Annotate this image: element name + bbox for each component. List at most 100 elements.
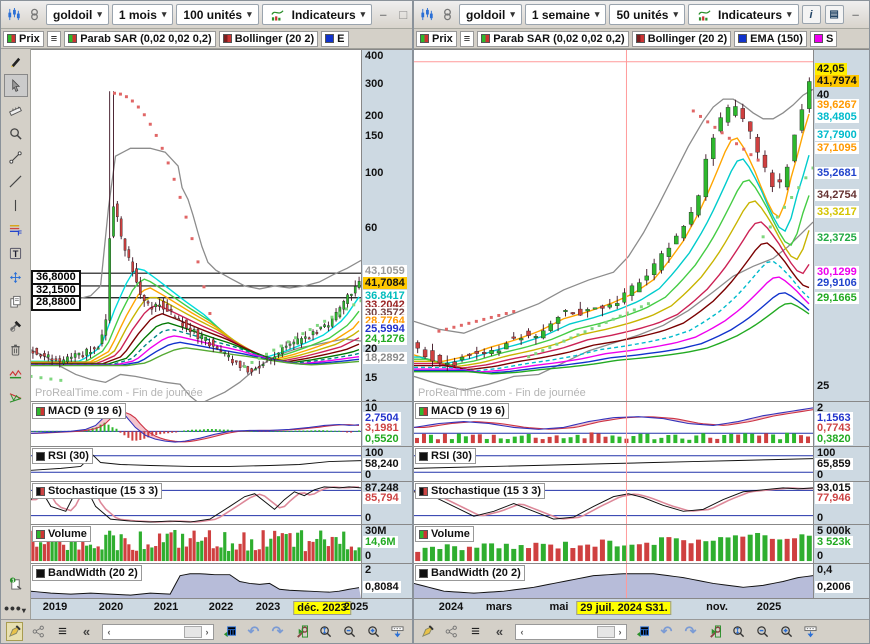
undo-button[interactable]: ↶ [247, 623, 260, 639]
macd-panel[interactable]: MACD (9 19 6) [31, 401, 361, 446]
share-button[interactable] [443, 622, 460, 641]
rsi-legend[interactable]: RSI (30) [415, 448, 476, 464]
export-button[interactable] [802, 622, 819, 641]
bw-panel[interactable]: BandWidth (20 2) [414, 563, 813, 598]
rsi-legend[interactable]: RSI (30) [32, 448, 93, 464]
cursor-icon[interactable] [3, 74, 28, 97]
legend-item-ema-150-[interactable]: EMA (150) [734, 30, 807, 47]
copy-icon[interactable] [4, 290, 28, 313]
collapse-button[interactable]: « [495, 624, 504, 639]
indicators-dropdown[interactable]: Indicateurs ▾ [688, 4, 799, 25]
legend-menu-icon[interactable]: ≡ [46, 30, 62, 47]
zoom-out-button[interactable] [341, 622, 358, 641]
detail-button[interactable]: ▤ [824, 5, 844, 24]
redo-button[interactable]: ↷ [271, 623, 284, 639]
triangle-pattern-icon[interactable] [4, 386, 28, 409]
collapse-button[interactable]: « [82, 624, 91, 639]
legend-item-bollinger-20-2-[interactable]: Bollinger (20 2) [218, 30, 319, 47]
zoom-in-button[interactable] [778, 622, 795, 641]
timeframe-dropdown[interactable]: 1 mois ▾ [111, 4, 174, 25]
volume-panel[interactable]: Volume [414, 524, 813, 563]
macd-legend[interactable]: MACD (9 19 6) [32, 403, 126, 419]
zoom-fit-button[interactable] [317, 622, 334, 641]
import-settings-button[interactable] [706, 622, 723, 641]
candlestick-icon[interactable] [417, 6, 435, 24]
fibonacci-icon[interactable]: F [4, 218, 28, 241]
zoom-fit-button[interactable] [730, 622, 747, 641]
analysis-doc-icon[interactable]: 1 [4, 572, 28, 595]
rsi-panel[interactable]: RSI (30) [31, 446, 361, 481]
units-dropdown[interactable]: 100 unités ▾ [176, 4, 259, 25]
volume-panel[interactable]: Volume [31, 524, 361, 563]
more-options-icon[interactable]: •••▾ [4, 599, 27, 616]
legend-item-s[interactable]: S [809, 30, 838, 47]
magnifier-icon[interactable] [4, 122, 28, 145]
legend-item-parab-sar-0-02-0-02-0-2-[interactable]: Parab SAR (0,02 0,02 0,2) [64, 30, 216, 47]
go-to-date-button[interactable] [634, 622, 651, 641]
move-icon[interactable] [4, 266, 28, 289]
zoom-in-button[interactable] [365, 622, 382, 641]
link-icon[interactable] [25, 6, 43, 24]
price-axis[interactable]: 42,05 41,7974 40 39,6267 38,4805 37,7900 37,10… [813, 49, 869, 401]
scroll-left-arrow[interactable]: ‹ [107, 626, 111, 637]
units-dropdown[interactable]: 50 unités ▾ [609, 4, 685, 25]
share-button[interactable] [30, 622, 47, 641]
scroll-right-arrow[interactable]: › [618, 626, 622, 637]
stoch-panel[interactable]: Stochastique (15 3 3) [414, 481, 813, 524]
symbol-dropdown[interactable]: goldoil ▾ [459, 4, 522, 25]
horizontal-scrollbar[interactable]: ‹ › [515, 623, 627, 640]
bw-legend[interactable]: BandWidth (20 2) [32, 565, 142, 581]
legend-menu-icon[interactable]: ≡ [459, 30, 475, 47]
maximize-button[interactable]: □ [399, 7, 408, 22]
vertical-line-icon[interactable] [4, 194, 28, 217]
scroll-right-arrow[interactable]: › [205, 626, 209, 637]
trendline-icon[interactable] [4, 170, 28, 193]
minimize-button[interactable]: – [851, 7, 860, 22]
symbol-dropdown[interactable]: goldoil ▾ [46, 4, 109, 25]
pencil-icon[interactable] [4, 50, 28, 73]
horizontal-scrollbar[interactable]: ‹ › [102, 623, 214, 640]
info-button[interactable]: i [801, 5, 821, 24]
segment-icon[interactable] [4, 146, 28, 169]
menu-button[interactable]: ≡ [471, 623, 480, 640]
export-button[interactable] [389, 622, 406, 641]
price-axis[interactable]: 400 300 200 150 100 60 43,1059 41,7084 36,8417 33… [361, 49, 412, 401]
volume-legend[interactable]: Volume [32, 526, 91, 542]
zoom-out-button[interactable] [754, 622, 771, 641]
scroll-track[interactable] [527, 625, 615, 638]
legend-item-e[interactable]: E [321, 30, 349, 47]
go-to-date-button[interactable] [221, 622, 238, 641]
stoch-legend[interactable]: Stochastique (15 3 3) [415, 483, 546, 499]
minimize-button[interactable]: – [379, 7, 387, 22]
stoch-legend[interactable]: Stochastique (15 3 3) [32, 483, 163, 499]
link-icon[interactable] [438, 6, 456, 24]
rsi-panel[interactable]: RSI (30) [414, 446, 813, 481]
draw-tool-button[interactable] [419, 622, 436, 641]
text-icon[interactable]: T [4, 242, 28, 265]
macd-legend[interactable]: MACD (9 19 6) [415, 403, 509, 419]
macd-panel[interactable]: MACD (9 19 6) [414, 401, 813, 446]
stoch-panel[interactable]: Stochastique (15 3 3) [31, 481, 361, 524]
scroll-thumb[interactable] [184, 625, 202, 638]
bw-panel[interactable]: BandWidth (20 2) [31, 563, 361, 598]
legend-item-prix[interactable]: Prix [3, 30, 44, 47]
trash-icon[interactable] [4, 338, 28, 361]
draw-tool-button[interactable] [6, 622, 23, 641]
price-chart-area[interactable]: ProRealTime.com - Fin de journée [414, 49, 813, 401]
scroll-track[interactable] [114, 625, 202, 638]
ruler-icon[interactable] [4, 98, 28, 121]
legend-item-parab-sar-0-02-0-02-0-2-[interactable]: Parab SAR (0,02 0,02 0,2) [477, 30, 629, 47]
undo-button[interactable]: ↶ [660, 623, 673, 639]
zigzag-pattern-icon[interactable] [4, 362, 28, 385]
legend-item-prix[interactable]: Prix [416, 30, 457, 47]
settings-brush-icon[interactable] [4, 314, 28, 337]
redo-button[interactable]: ↷ [684, 623, 697, 639]
candlestick-icon[interactable] [4, 6, 22, 24]
scroll-left-arrow[interactable]: ‹ [520, 626, 524, 637]
indicators-dropdown[interactable]: Indicateurs ▾ [261, 4, 373, 25]
legend-item-bollinger-20-2-[interactable]: Bollinger (20 2) [631, 30, 732, 47]
import-settings-button[interactable] [293, 622, 310, 641]
volume-legend[interactable]: Volume [415, 526, 474, 542]
scroll-thumb[interactable] [597, 625, 615, 638]
timeframe-dropdown[interactable]: 1 semaine ▾ [524, 4, 607, 25]
